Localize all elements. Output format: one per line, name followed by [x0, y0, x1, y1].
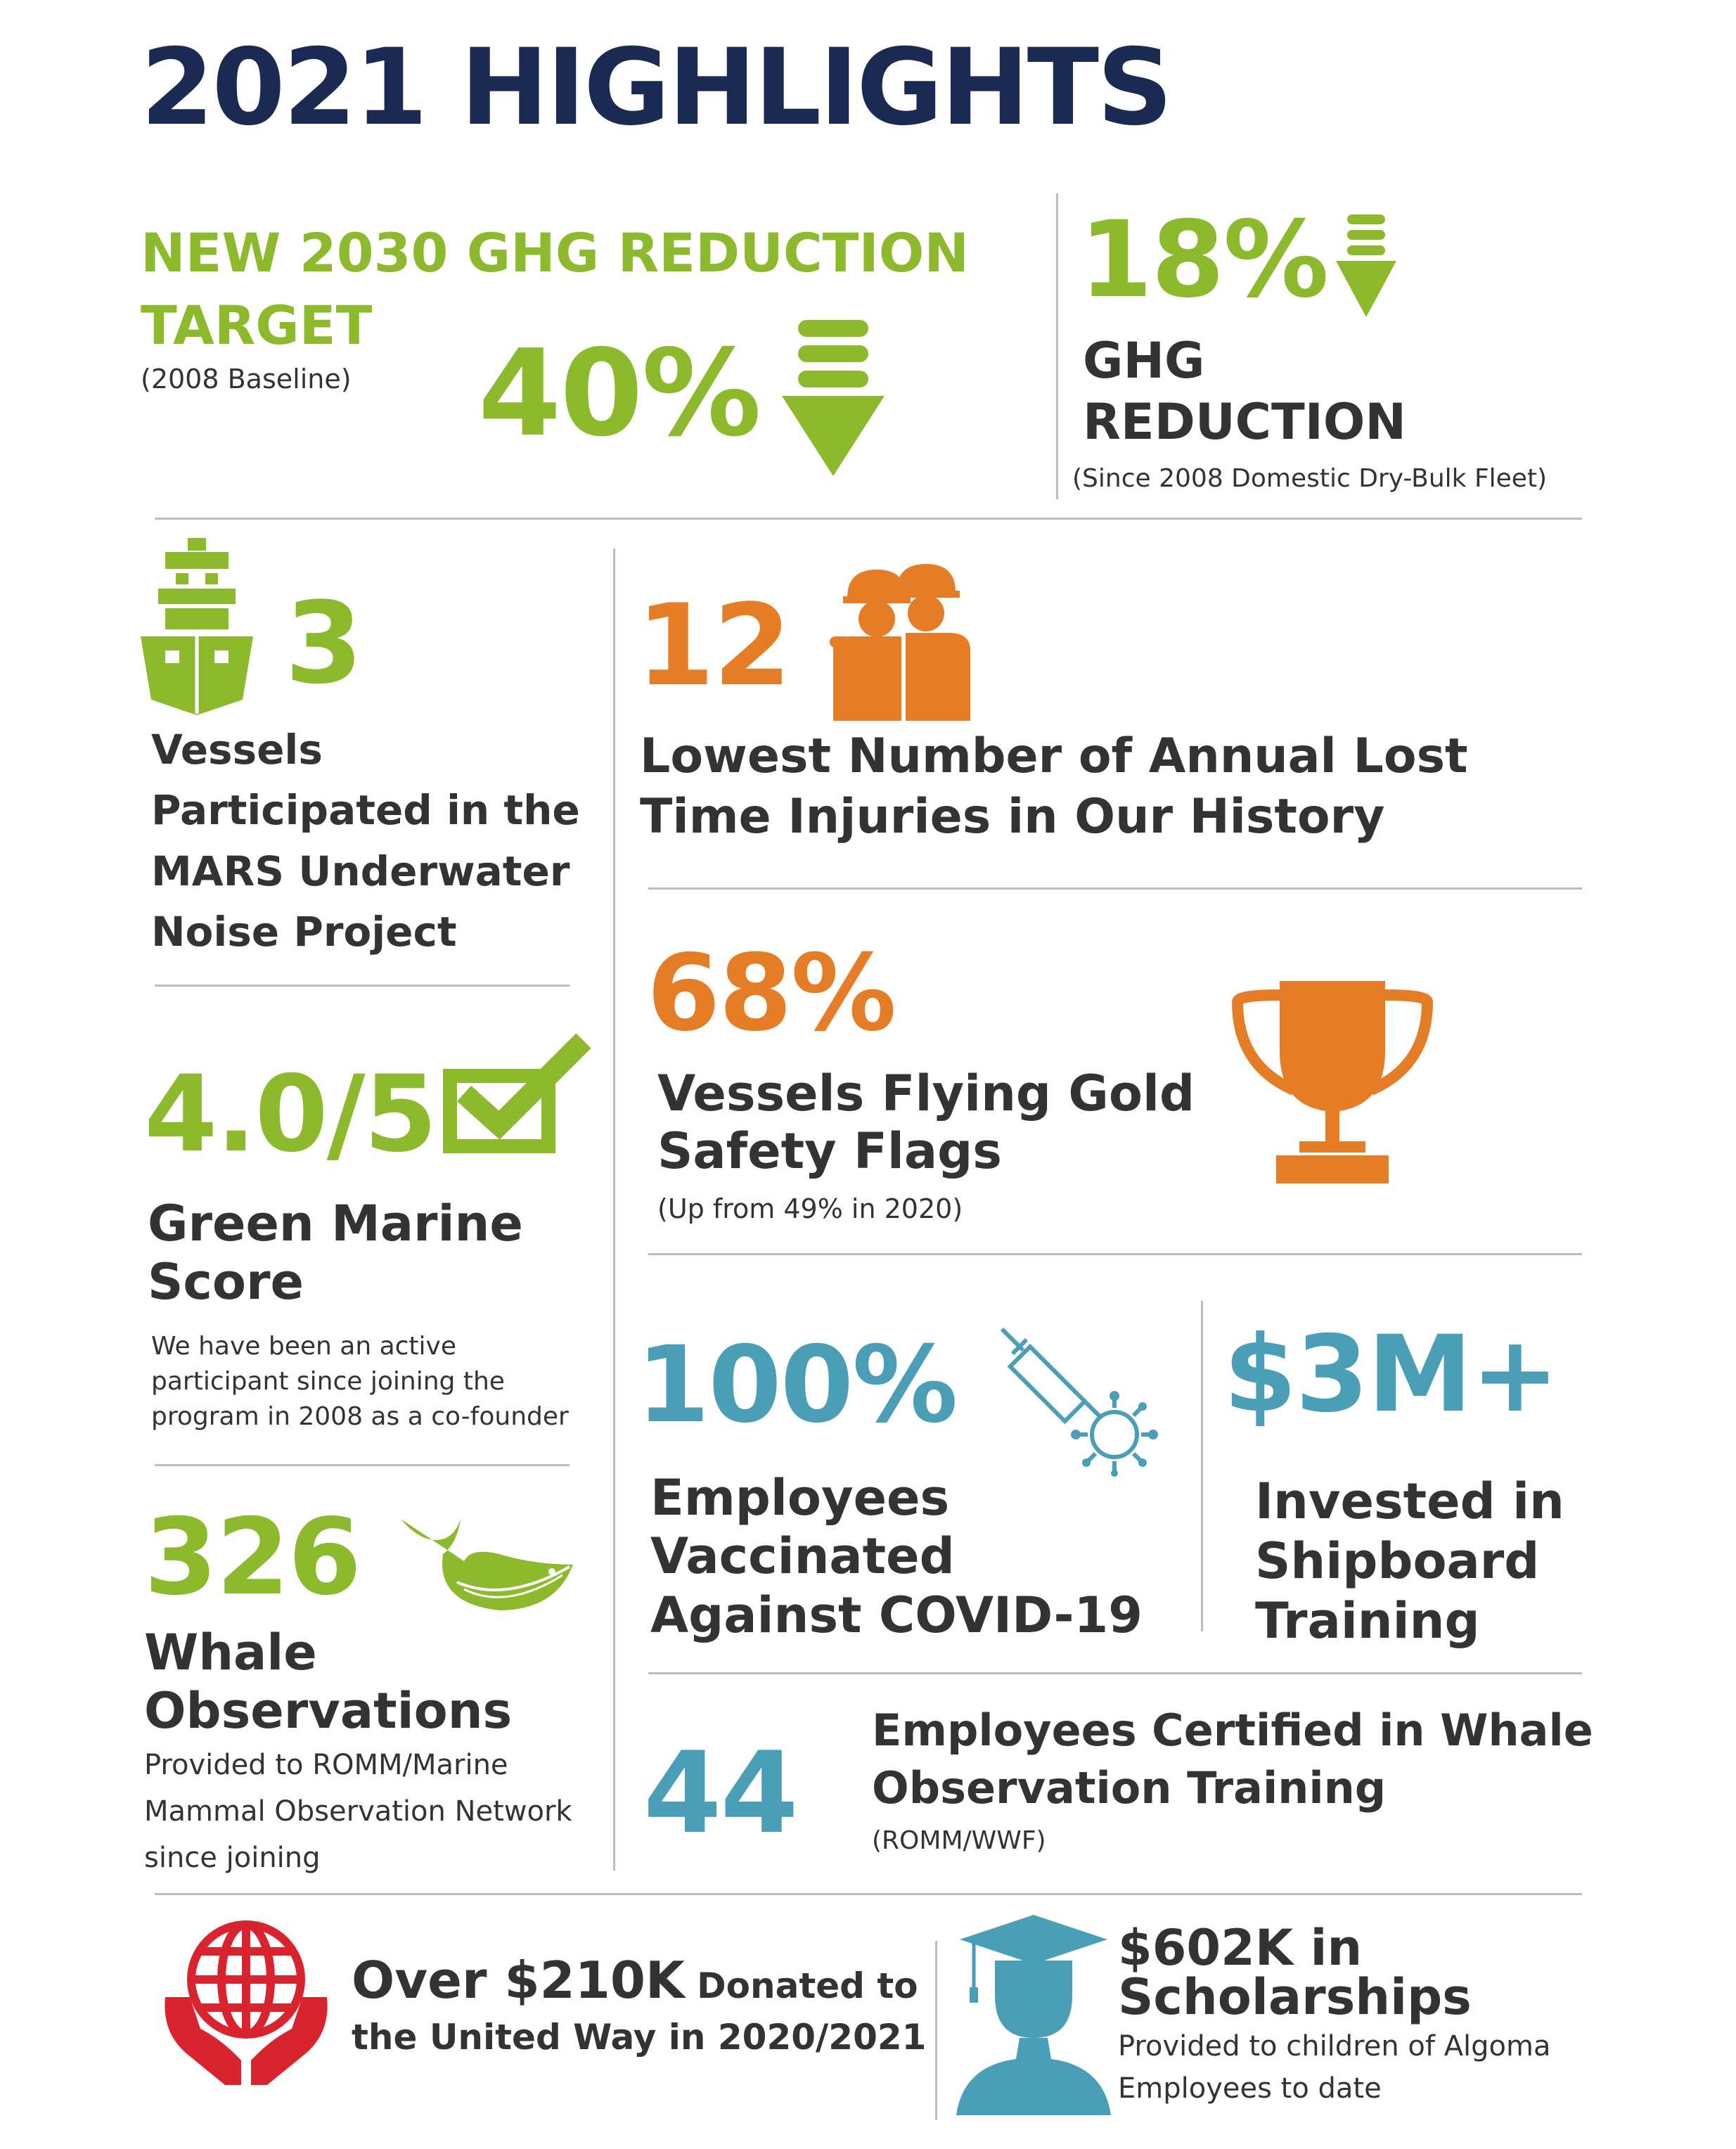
- vessels-mars-line-2: Participated in the: [151, 786, 580, 834]
- ghg-reduction-value: 18%: [1079, 199, 1329, 321]
- vessels-mars-line-4: Noise Project: [151, 908, 457, 956]
- whales-desc-2: Mammal Observation Network: [144, 1795, 572, 1828]
- divider-vertical-bottom: [935, 1941, 937, 2120]
- vaccinated-line-3: Against COVID-19: [650, 1586, 1143, 1644]
- ghg-target-value: 40%: [478, 324, 761, 463]
- globe-hands-icon: [158, 1913, 334, 2096]
- whale-cert-note: (ROMM/WWF): [872, 1826, 1046, 1855]
- whale-cert-value: 44: [643, 1727, 799, 1859]
- vaccinated-line-1: Employees: [650, 1469, 950, 1527]
- gold-flags-label-2: Safety Flags: [657, 1122, 1002, 1180]
- whales-desc-3: since joining: [144, 1842, 321, 1874]
- lost-time-line-1: Lowest Number of Annual Lost: [640, 729, 1468, 784]
- green-marine-desc-1: We have been an active: [151, 1332, 457, 1361]
- training-value: $3M+: [1223, 1314, 1560, 1436]
- vaccinated-value: 100%: [636, 1324, 958, 1446]
- whale-cert-line-1: Employees Certified in Whale: [872, 1705, 1593, 1756]
- vessels-mars-value: 3: [285, 577, 364, 709]
- training-line-2: Shipboard: [1255, 1532, 1540, 1590]
- green-marine-desc-3: program in 2008 as a co-founder: [151, 1402, 569, 1431]
- whales-desc-1: Provided to ROMM/Marine: [144, 1749, 508, 1781]
- ghg-target-heading: NEW 2030 GHG REDUCTION: [141, 222, 969, 284]
- page-title: 2021 HIGHLIGHTS: [141, 27, 1173, 149]
- divider-right-3: [648, 1672, 1582, 1674]
- divider-vertical-middle: [613, 549, 615, 1871]
- ghg-reduction-label: GHG: [1083, 332, 1205, 390]
- vessels-mars-line-1: Vessels: [151, 726, 323, 774]
- training-line-3: Training: [1255, 1592, 1480, 1650]
- ship-icon: [137, 538, 257, 717]
- workers-icon: [826, 563, 974, 721]
- united-way-line-1: Over $210K Donated to: [352, 1955, 918, 2006]
- scholarships-line-1: $602K in: [1118, 1919, 1363, 1977]
- vessels-mars-line-3: MARS Underwater: [151, 847, 570, 895]
- vaccinated-line-2: Vaccinated: [650, 1527, 955, 1585]
- syringe-virus-icon: [995, 1322, 1171, 1477]
- divider-left-2: [155, 1464, 570, 1466]
- whales-label: Whale: [144, 1624, 317, 1681]
- gold-flags-note: (Up from 49% in 2020): [657, 1193, 963, 1224]
- training-line-1: Invested in: [1255, 1473, 1564, 1530]
- ghg-reduction-label-2: REDUCTION: [1083, 393, 1406, 451]
- lost-time-value: 12: [636, 579, 792, 711]
- gold-flags-value: 68%: [647, 932, 896, 1055]
- divider-horizontal-bottom: [155, 1893, 1582, 1895]
- trophy-icon: [1223, 974, 1441, 1188]
- united-way-amount: Over $210K: [352, 1951, 685, 2010]
- green-marine-value: 4.0/5: [144, 1053, 437, 1176]
- scholarships-desc-1: Provided to children of Algoma: [1118, 2030, 1551, 2063]
- divider-left-1: [155, 984, 570, 987]
- scholarships-desc-2: Employees to date: [1118, 2072, 1382, 2105]
- checkbox-icon: [443, 1027, 598, 1160]
- ghg-target-heading-2: TARGET: [141, 294, 373, 357]
- divider-right-1: [648, 887, 1582, 890]
- whale-icon: [394, 1512, 577, 1624]
- united-way-rest: Donated to: [684, 1965, 918, 2006]
- green-marine-desc-2: participant since joining the: [151, 1367, 505, 1396]
- green-marine-label: Green Marine: [148, 1195, 523, 1252]
- whale-cert-line-2: Observation Training: [872, 1762, 1387, 1814]
- down-arrow-small-icon: [1335, 214, 1398, 320]
- whales-label-2: Observations: [144, 1682, 513, 1740]
- graduate-icon: [953, 1911, 1114, 2122]
- gold-flags-label: Vessels Flying Gold: [657, 1065, 1195, 1122]
- lost-time-line-2: Time Injuries in Our History: [640, 789, 1385, 845]
- down-arrow-icon: [780, 320, 886, 478]
- divider-right-2: [648, 1253, 1582, 1255]
- divider-horizontal-1: [155, 518, 1582, 520]
- scholarships-line-2: Scholarships: [1118, 1968, 1472, 2026]
- united-way-line-2: the United Way in 2020/2021: [352, 2017, 927, 2058]
- green-marine-label-2: Score: [148, 1253, 304, 1311]
- ghg-target-note: (2008 Baseline): [141, 364, 352, 394]
- divider-vertical-right: [1201, 1301, 1203, 1631]
- whales-value: 326: [144, 1496, 361, 1619]
- ghg-reduction-note: (Since 2008 Domestic Dry-Bulk Fleet): [1072, 464, 1548, 493]
- divider-vertical-top: [1056, 193, 1058, 499]
